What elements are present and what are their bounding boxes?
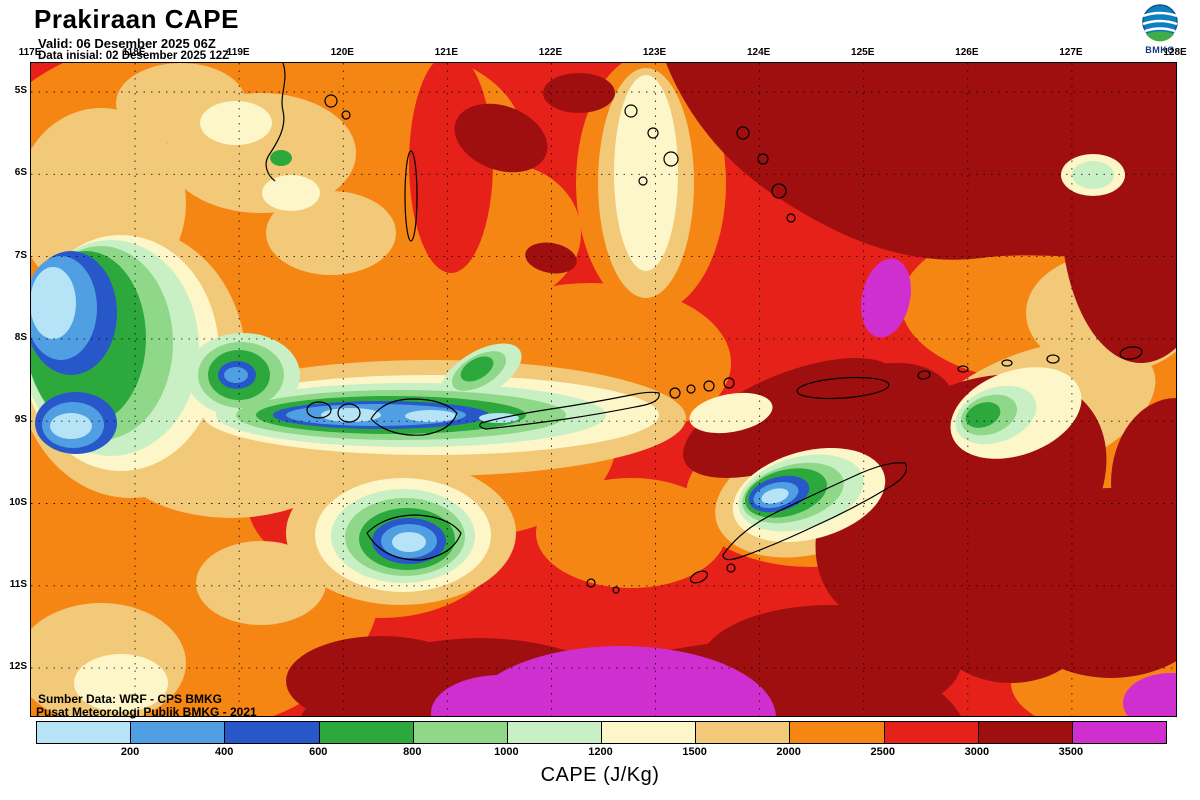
colorbar-segment [790,722,885,743]
colorbar-segment [37,722,132,743]
lat-label: 8S [14,331,27,343]
colorbar-segment [884,722,979,743]
source-org-label: Pusat Meteorologi Publik BMKG - 2021 [36,705,257,719]
cape-map [30,62,1177,717]
source-data-label: Sumber Data: WRF - CPS BMKG [38,692,223,706]
colorbar-tick-label: 400 [214,746,234,758]
lat-label: 5S [14,85,27,96]
colorbar-tick-label: 3500 [1058,746,1084,758]
lon-label: 125E [851,47,875,58]
colorbar-tick-label: 1200 [588,746,613,758]
colorbar-segment [978,722,1073,743]
lat-label: 7S [14,249,27,261]
coastlines [265,63,1143,594]
colorbar-segment [131,722,226,743]
colorbar-tick-label: 1000 [494,746,519,758]
valid-time-label: Valid: 06 Desember 2025 06Z [38,36,216,51]
colorbar-tick-label: 800 [403,746,422,758]
colorbar-segment [319,722,414,743]
lon-label: 122E [538,47,563,58]
lat-label: 10S [9,496,27,508]
colorbar-segment [696,722,791,743]
lat-label: 9S [14,414,27,426]
lat-label: 12S [9,661,27,673]
cape-map-svg [31,63,1176,716]
colorbar-tick-label: 2000 [776,746,801,758]
lon-label: 120E [330,47,354,58]
lat-label: 6S [14,167,27,179]
contour-magenta-regions [431,258,1176,716]
lon-label: 118E [122,47,146,58]
lon-label: 127E [1059,47,1083,58]
lon-label: 124E [746,47,771,58]
lon-label: 119E [226,47,250,58]
colorbar-segment [413,722,508,743]
lon-label: 121E [434,47,459,58]
colorbar-segment [225,722,320,743]
bmkg-logo: BMKG [1138,2,1182,55]
colorbar-tick-label: 600 [309,746,328,758]
colorbar-segment [507,722,603,743]
colorbar-segment [1072,722,1167,743]
lon-label: 126E [955,47,979,58]
lat-label: 11S [9,578,27,590]
contour-lightblue-regions [31,267,789,552]
colorbar-tick-label: 3000 [964,746,990,758]
lon-label: 128E [1163,47,1187,58]
lon-label: 117E [18,47,42,58]
init-time-label: Data inisial: 02 Desember 2025 12Z [38,50,230,62]
lon-label: 123E [642,47,667,58]
colorbar-tick-label: 2500 [870,746,895,758]
colorbar-caption: CAPE (J/Kg) [540,764,660,786]
bmkg-globe-icon [1142,4,1178,42]
colorbar-tick-label: 1500 [682,746,707,758]
colorbar-segment [602,722,697,743]
colorbar [36,721,1167,744]
colorbar-tick-label: 200 [120,746,140,758]
bmkg-logo-label: BMKG [1145,45,1175,55]
page-title: Prakiraan CAPE [34,4,239,34]
